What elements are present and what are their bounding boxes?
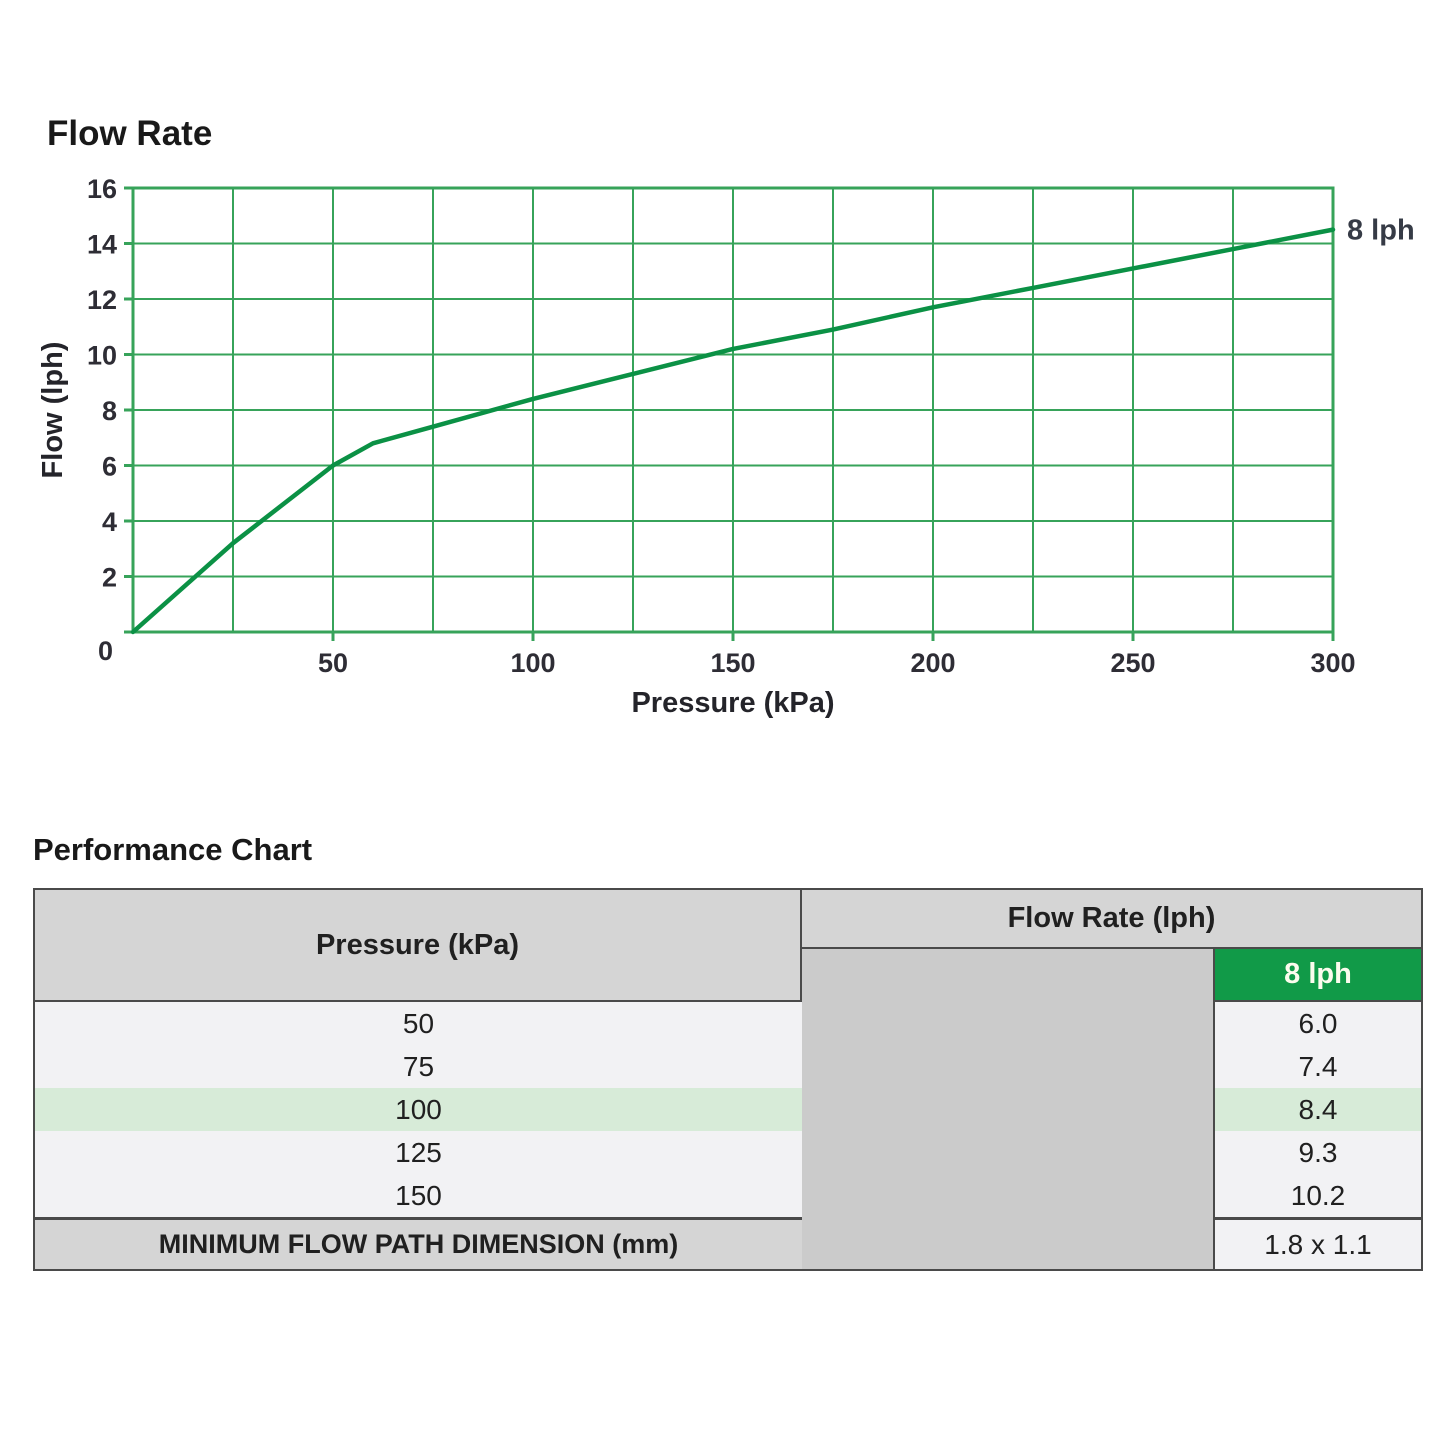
pressure-value-cell: 125	[35, 1131, 802, 1174]
flow-value-cell: 6.0	[1215, 1002, 1421, 1045]
y-tick-label: 14	[87, 230, 117, 260]
pressure-value-cell: 150	[35, 1174, 802, 1217]
x-axis-label: Pressure (kPa)	[631, 687, 834, 719]
flow-rate-group-header: Flow Rate (lph)	[802, 890, 1421, 949]
x-tick-label: 150	[710, 648, 755, 678]
performance-chart-title: Performance Chart	[33, 832, 313, 867]
y-tick-label: 12	[87, 285, 117, 315]
pressure-column-header: Pressure (kPa)	[35, 890, 802, 1002]
y-tick-label: 0	[98, 636, 113, 666]
x-tick-label: 250	[1110, 648, 1155, 678]
flow-value-cell: 9.3	[1215, 1131, 1421, 1174]
y-tick-label: 10	[87, 341, 117, 371]
x-tick-label: 300	[1310, 648, 1355, 678]
flow-rate-chart-title: Flow Rate	[47, 114, 213, 153]
y-tick-label: 4	[102, 507, 117, 537]
x-tick-label: 100	[510, 648, 555, 678]
curve-end-annotation: 8 lph	[1347, 215, 1415, 247]
minimum-flow-path-label: MINIMUM FLOW PATH DIMENSION (mm)	[35, 1217, 802, 1269]
y-tick-label: 6	[102, 452, 117, 482]
y-tick-label: 2	[102, 563, 117, 593]
minimum-flow-path-value: 1.8 x 1.1	[1215, 1217, 1421, 1269]
x-tick-label: 200	[910, 648, 955, 678]
flow-curve	[130, 227, 1336, 635]
y-tick-label: 16	[87, 174, 117, 204]
y-axis-label: Flow (lph)	[37, 342, 69, 479]
pressure-value-cell: 75	[35, 1045, 802, 1088]
y-tick-label: 8	[102, 396, 117, 426]
series-8lph-header: 8 lph	[1215, 949, 1421, 1002]
blank-gray-cell	[802, 949, 1215, 1269]
flow-value-cell: 8.4	[1215, 1088, 1421, 1131]
flow-value-cell: 7.4	[1215, 1045, 1421, 1088]
pressure-value-cell: 100	[35, 1088, 802, 1131]
performance-table: Pressure (kPa) Flow Rate (lph) 8 lph 50 …	[33, 888, 1423, 1271]
pressure-value-cell: 50	[35, 1002, 802, 1045]
flow-value-cell: 10.2	[1215, 1174, 1421, 1217]
x-tick-label: 50	[318, 648, 348, 678]
flow-rate-chart: 0 2 4 6 8 10 12 14 16 50 100 150 200 250 300 Pressure (…	[37, 174, 1415, 719]
